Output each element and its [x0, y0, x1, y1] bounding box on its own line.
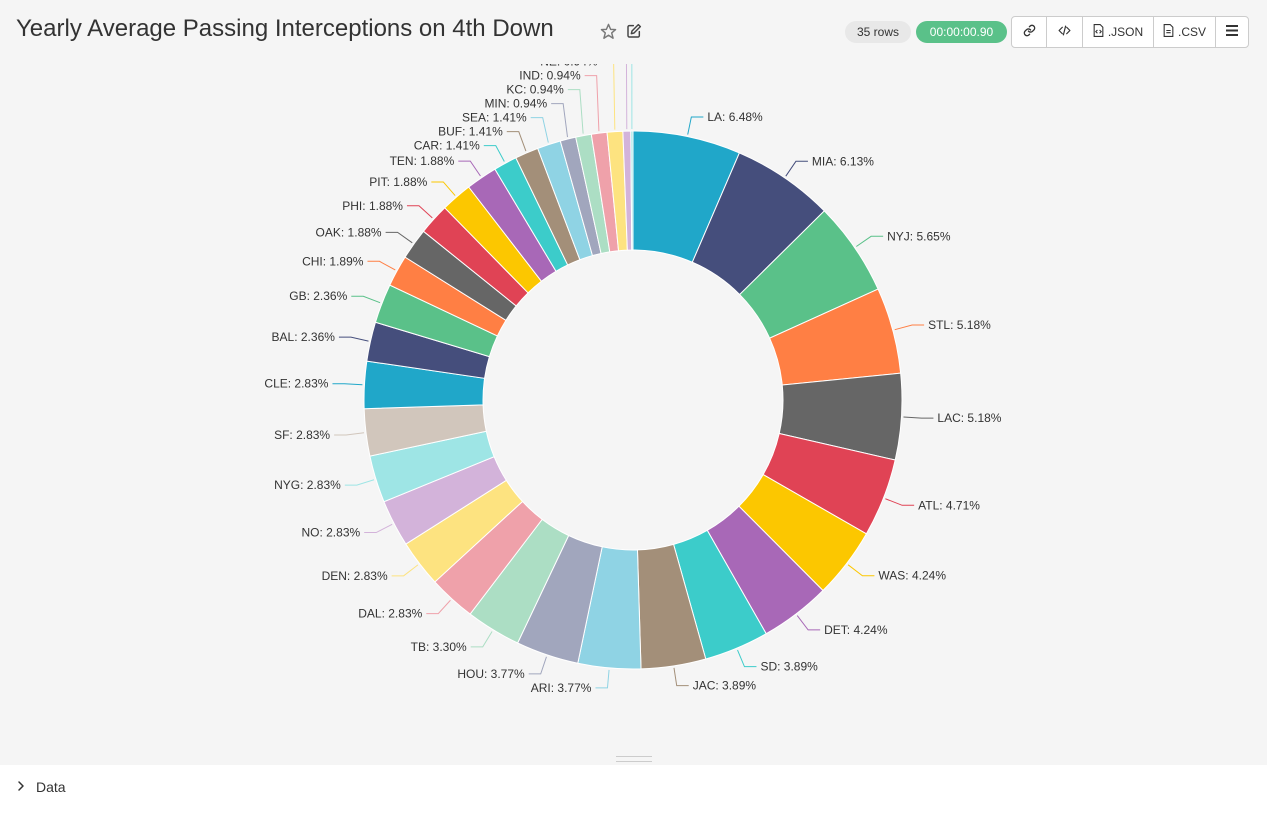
donut-chart-svg: LA: 6.48% MIA: 6.13% NYJ: 5.65% STL: 5.18% L… — [264, 64, 1002, 695]
slice-label-lac: LAC: 5.18% — [937, 411, 1001, 425]
leader-line-stl — [894, 324, 925, 331]
export-toolbar: .JSON .CSV — [1011, 16, 1249, 48]
leader-line-mia — [785, 160, 808, 177]
chart-title: Yearly Average Passing Interceptions on … — [16, 15, 554, 42]
slice-label-la: LA: 6.48% — [707, 110, 763, 124]
slice-label-ne: NE: 0.94% — [540, 64, 598, 69]
menu-button[interactable] — [1216, 17, 1248, 47]
leader-line-was — [847, 564, 875, 577]
copy-link-button[interactable] — [1012, 17, 1047, 47]
slice-label-dal: DAL: 2.83% — [358, 607, 422, 621]
slice-label-mia: MIA: 6.13% — [812, 154, 874, 168]
export-csv-button[interactable]: .CSV — [1154, 17, 1216, 47]
code-icon — [1058, 24, 1071, 40]
leader-line-car — [483, 145, 505, 162]
slice-label-nyj: NYJ: 5.65% — [887, 229, 951, 243]
leader-line-det — [796, 615, 821, 631]
leader-line-pit — [431, 181, 456, 196]
hamburger-icon — [1226, 25, 1238, 39]
edit-icon[interactable] — [625, 22, 643, 40]
labels-group: LA: 6.48% MIA: 6.13% NYJ: 5.65% STL: 5.18% L… — [264, 64, 1001, 695]
slice-label-car: CAR: 1.41% — [414, 139, 480, 153]
slice-label-gb: GB: 2.36% — [289, 289, 347, 303]
file-code-icon — [1093, 24, 1104, 40]
slice-label-phi: PHI: 1.88% — [342, 199, 403, 213]
leader-line-phi — [406, 205, 433, 219]
slice-label-oak: OAK: 1.88% — [316, 225, 382, 239]
leader-line-hou — [528, 656, 547, 675]
leader-lines-group — [332, 64, 934, 689]
leader-line-sd — [737, 649, 757, 668]
leader-line-kc — [567, 89, 584, 134]
slice-label-det: DET: 4.24% — [824, 623, 888, 637]
leader-line-min — [551, 103, 569, 138]
leader-line-jac — [673, 667, 689, 687]
slice-label-sd: SD: 3.89% — [760, 660, 818, 674]
chevron-right-icon — [16, 779, 26, 795]
header-bar: Yearly Average Passing Interceptions on … — [0, 0, 1267, 64]
slice-label-hou: HOU: 3.77% — [457, 667, 525, 681]
slice-label-atl: ATL: 4.71% — [918, 498, 980, 512]
leader-line-atl — [885, 498, 915, 506]
leader-line-gb — [351, 295, 381, 304]
leader-line-ten — [458, 160, 481, 177]
leader-line-la — [687, 116, 704, 135]
leader-line-bal — [338, 336, 369, 342]
slice-label-chi: CHI: 1.89% — [302, 254, 364, 268]
data-toggle[interactable]: Data — [16, 779, 66, 795]
query-time-badge: 00:00:00.90 — [916, 21, 1007, 43]
slice-label-sf: SF: 2.83% — [274, 428, 330, 442]
data-panel: Data — [0, 765, 1267, 835]
leader-line-jax — [631, 64, 633, 130]
leader-line-cle — [332, 383, 363, 386]
leader-line-dal — [426, 599, 451, 615]
leader-line-sf — [334, 432, 365, 436]
slice-jax[interactable] — [630, 130, 634, 251]
data-panel-label: Data — [36, 779, 66, 795]
leader-line-no — [364, 523, 393, 534]
slice-label-cle: CLE: 2.83% — [264, 377, 328, 391]
leader-line-den — [391, 564, 419, 577]
json-label: .JSON — [1107, 25, 1144, 39]
slice-label-den: DEN: 2.83% — [322, 569, 388, 583]
leader-line-ind — [584, 75, 600, 132]
slice-label-buf: BUF: 1.41% — [438, 125, 503, 139]
slice-label-stl: STL: 5.18% — [928, 318, 991, 332]
row-count-badge: 35 rows — [845, 21, 911, 43]
file-text-icon — [1163, 24, 1174, 40]
leader-line-buf — [506, 131, 527, 152]
csv-label: .CSV — [1177, 25, 1206, 39]
leader-line-lac — [903, 416, 934, 419]
export-json-button[interactable]: .JSON — [1083, 17, 1154, 47]
slice-label-jac: JAC: 3.89% — [693, 679, 757, 693]
slice-label-ari: ARI: 3.77% — [531, 681, 592, 695]
link-icon — [1023, 24, 1036, 40]
slice-label-tb: TB: 3.30% — [411, 640, 467, 654]
slice-label-bal: BAL: 2.36% — [272, 330, 336, 344]
donut-chart: LA: 6.48% MIA: 6.13% NYJ: 5.65% STL: 5.18% L… — [0, 64, 1267, 754]
leader-line-sea — [530, 117, 549, 143]
slice-label-ten: TEN: 1.88% — [390, 154, 455, 168]
slice-label-sea: SEA: 1.41% — [462, 111, 527, 125]
embed-code-button[interactable] — [1047, 17, 1083, 47]
slice-label-kc: KC: 0.94% — [506, 83, 564, 97]
slice-label-min: MIN: 0.94% — [484, 97, 547, 111]
leader-line-tb — [470, 631, 493, 648]
leader-line-ne — [613, 64, 616, 130]
leader-line-nyj — [856, 235, 884, 247]
leader-line-nyg — [344, 479, 375, 486]
slice-label-ind: IND: 0.94% — [519, 69, 581, 83]
slices-group — [363, 130, 903, 670]
star-icon[interactable] — [599, 22, 617, 40]
slice-label-pit: PIT: 1.88% — [369, 175, 427, 189]
slice-label-nyg: NYG: 2.83% — [274, 478, 341, 492]
leader-line-oak — [385, 231, 413, 244]
resize-handle[interactable] — [616, 756, 652, 762]
leader-line-cin — [625, 64, 628, 130]
slice-label-no: NO: 2.83% — [301, 526, 360, 540]
slice-label-was: WAS: 4.24% — [878, 569, 946, 583]
leader-line-chi — [367, 260, 396, 271]
leader-line-ari — [595, 669, 610, 689]
